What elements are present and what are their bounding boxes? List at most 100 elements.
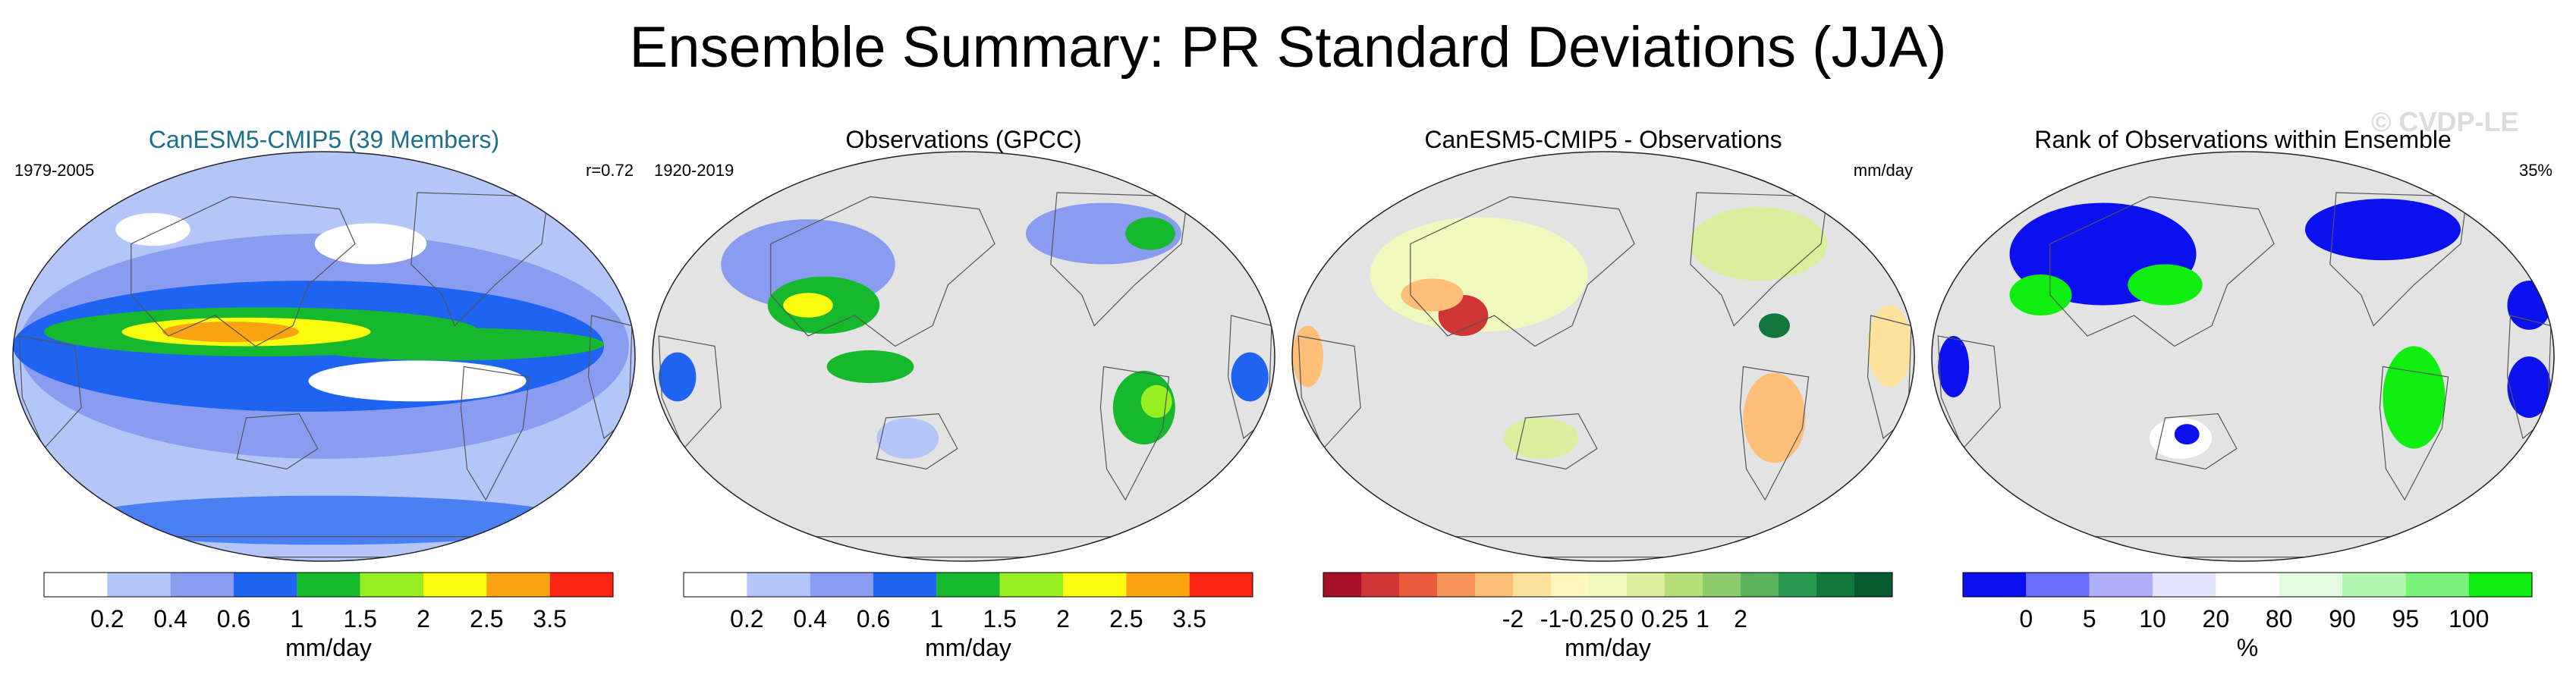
colorbar-swatch <box>549 573 613 597</box>
colorbar-swatch <box>107 573 171 597</box>
colorbar-swatch <box>1361 573 1399 597</box>
colorbar-tick-label: 90 <box>2329 605 2356 632</box>
panel-period-label: 1979-2005 <box>14 161 94 180</box>
map-field-blob <box>1231 352 1269 402</box>
colorbar-swatch <box>2342 573 2406 597</box>
colorbar-tick-label: 0 <box>2019 605 2033 632</box>
panel-stat-label: mm/day <box>1854 161 1913 180</box>
colorbar-swatch <box>873 573 937 597</box>
colorbar: 0 5 10 20 80 90 95 100% <box>1962 572 2533 661</box>
watermark: © CVDP-LE <box>2371 106 2519 137</box>
map-field-blob <box>314 223 427 265</box>
colorbar-swatch <box>1063 573 1127 597</box>
colorbar-frame <box>683 572 1253 598</box>
map-field-blob <box>783 293 833 318</box>
colorbar-swatch <box>1475 573 1513 597</box>
colorbar-tick-label: -2 <box>1502 605 1524 632</box>
colorbar-tick-label: 0 <box>1620 605 1634 632</box>
coastline <box>18 335 82 450</box>
colorbar: -2 -1 -0.25 0 0.25 1 2 mm/day <box>1323 572 1893 661</box>
colorbar-tick-label: 2.5 <box>1109 605 1143 632</box>
colorbar-tick-label: 1 <box>290 605 304 632</box>
colorbar-swatch <box>1627 573 1665 597</box>
colorbar-tick-label: 1 <box>1696 605 1709 632</box>
colorbar-swatch <box>423 573 487 597</box>
panel-title: CanESM5-CMIP5 - Observations <box>1424 126 1782 153</box>
map-field-blob <box>115 213 190 246</box>
panel-stat-label: 35% <box>2519 161 2552 180</box>
colorbar-tick-label: -0.25 <box>1562 605 1617 632</box>
coastline <box>770 196 995 347</box>
coastline <box>1297 335 1361 450</box>
colorbar-swatch <box>1665 573 1703 597</box>
colorbar-tick-label: 0.6 <box>217 605 250 632</box>
coastline <box>1099 366 1170 501</box>
colorbar-tick-label: 1 <box>929 605 943 632</box>
map-field-blob <box>1932 152 2554 561</box>
colorbar-swatch <box>1816 573 1854 597</box>
colorbar-swatch <box>810 573 873 597</box>
map-field-blob <box>1401 278 1464 312</box>
colorbar-swatch <box>170 573 234 597</box>
colorbar-swatch <box>1126 573 1190 597</box>
map-boundary <box>12 151 636 562</box>
colorbar-tick-label: 2.5 <box>470 605 503 632</box>
colorbar-swatch <box>1854 573 1892 597</box>
colorbar-swatch <box>936 573 1000 597</box>
coastline <box>2155 413 2238 470</box>
map-field <box>13 152 635 561</box>
colorbar-tick-label: 95 <box>2392 605 2420 632</box>
coastline <box>1515 413 1598 470</box>
map-field-blob <box>2128 264 2203 306</box>
map-field-blob <box>1759 313 1790 338</box>
colorbar-tick-label: 20 <box>2203 605 2230 632</box>
colorbar-swatch <box>1323 573 1361 597</box>
coastline <box>460 366 530 501</box>
map-field-blob <box>1743 372 1806 463</box>
map-field-blob <box>826 350 914 384</box>
map-field-blob <box>1292 152 1914 561</box>
colorbar-swatch <box>1437 573 1475 597</box>
colorbar: 0.2 0.4 0.6 1 1.5 2 2.5 3.5 mm/day <box>43 572 614 661</box>
colorbar-swatch <box>684 573 747 597</box>
colorbar-tick-label: 3.5 <box>1172 605 1206 632</box>
colorbar-swatch <box>1551 573 1589 597</box>
colorbar-tick-label: 2 <box>417 605 430 632</box>
coastline <box>876 413 958 470</box>
colorbar-tick-label: 0.25 <box>1641 605 1688 632</box>
map-field-blob <box>293 328 604 361</box>
colorbar-swatch <box>1513 573 1551 597</box>
panel-title: Rank of Observations within Ensemble <box>2034 126 2452 153</box>
map-field-blob <box>162 322 300 343</box>
coastline <box>658 335 722 450</box>
map-field-blob <box>1938 336 1970 397</box>
colorbar-swatch <box>44 573 108 597</box>
map-boundary <box>1931 151 2555 562</box>
figure-title: Ensemble Summary: PR Standard Deviations… <box>629 15 1947 80</box>
colorbar-swatch <box>1741 573 1779 597</box>
colorbar-tick-label: 1.5 <box>983 605 1016 632</box>
colorbar-tick-label: 10 <box>2139 605 2166 632</box>
colorbar-units-label: mm/day <box>285 634 372 661</box>
colorbar-swatch <box>1779 573 1816 597</box>
colorbar-swatch <box>2153 573 2216 597</box>
map-field <box>653 152 1275 561</box>
coastline <box>2379 366 2449 501</box>
colorbar-tick-label: 2 <box>1056 605 1070 632</box>
colorbar-swatch <box>234 573 297 597</box>
colorbar-swatch <box>999 573 1063 597</box>
map-panel-3: CanESM5-CMIP5 - Observations mm/day -2 -1 -0… <box>1291 126 1915 661</box>
colorbar-units-label: mm/day <box>1565 634 1651 661</box>
colorbar-units-label: % <box>2237 634 2258 661</box>
colorbar-frame <box>43 572 614 598</box>
map-field-blob <box>2174 424 2200 445</box>
map-panel-2: Observations (GPCC) 1920-2019 0.2 0.4 0.6 1 1.… <box>652 126 1275 661</box>
panel-period-label: 1920-2019 <box>654 161 734 180</box>
colorbar-swatch <box>486 573 550 597</box>
map-field-blob <box>653 152 1275 561</box>
colorbar-tick-label: 0.6 <box>857 605 890 632</box>
map-panel-4: Rank of Observations within Ensemble 35% 0… <box>1931 126 2555 661</box>
colorbar: 0.2 0.4 0.6 1 1.5 2 2.5 3.5 mm/day <box>683 572 1253 661</box>
colorbar-swatch <box>2216 573 2279 597</box>
colorbar-frame <box>1323 572 1893 598</box>
